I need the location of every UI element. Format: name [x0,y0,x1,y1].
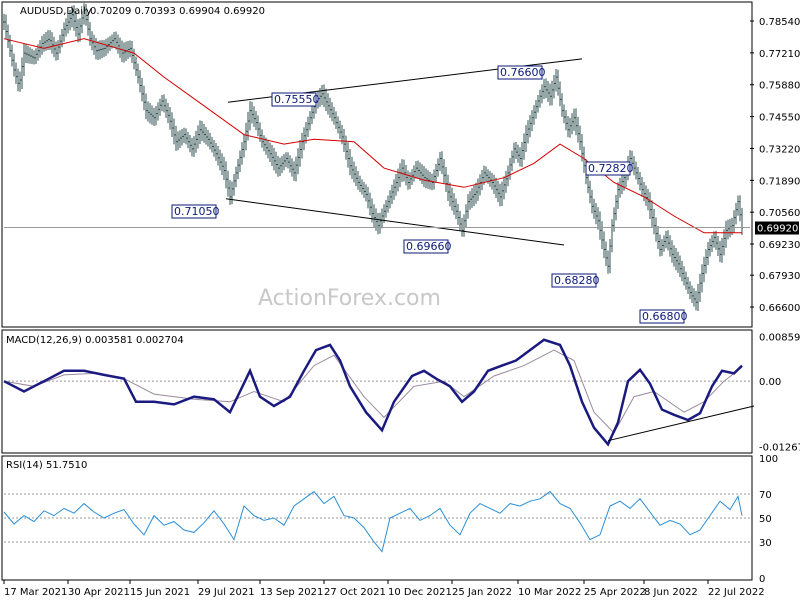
annotation-box [497,65,543,80]
rsi-line [3,490,743,553]
annotation-box [403,239,449,254]
x-tick-label: 15 Jun 2021 [130,587,190,598]
price-panel-frame [1,1,753,328]
x-tick-label: 29 Jul 2021 [198,587,255,598]
macd-panel-frame [1,329,753,454]
rsi-y-tick-label: 0 [759,574,765,585]
macd-signal-line [3,349,743,434]
watermark: ActionForex.com [258,286,441,311]
annotation-box [585,161,631,176]
x-tick-label: 13 Sep 2021 [260,587,323,598]
price-header-symbol: AUDUSD,Daily [20,6,92,17]
macd-y-tick-label: -0.01267 [759,443,800,454]
price-y-tick-label: 0.69230 [759,240,800,251]
current-price-label: 0.69920 [757,224,798,235]
x-tick-label: 22 Jul 2022 [708,587,765,598]
price-y-tick-label: 0.74550 [759,113,800,124]
rsi-y-tick-label: 100 [759,454,778,465]
price-y-tick-label: 0.77210 [759,49,800,60]
annotation-box [639,309,685,324]
x-tick-label: 25 Jan 2022 [452,587,512,598]
moving-average-line [3,38,742,234]
macd-trendline [607,405,755,442]
current-price-box [755,221,799,235]
annotation-box [171,204,217,219]
price-y-tick-label: 0.71890 [759,176,800,187]
price-y-tick-label: 0.70560 [759,208,800,219]
annotation-label: 0.72820 [588,162,634,175]
price-y-tick-label: 0.67930 [759,271,800,282]
annotation-label: 0.71050 [174,205,220,218]
x-tick-label: 25 Apr 2022 [584,587,646,598]
price-y-tick-label: 0.75880 [759,81,800,92]
macd-y-tick-label: 0.008596 [759,333,800,344]
x-tick-label: 30 Apr 2021 [68,587,130,598]
rsi-y-tick-label: 30 [759,538,772,549]
macd-line [3,338,743,447]
annotation-label: 0.76600 [500,66,546,79]
rsi-header: RSI(14) 51.7510 [6,460,87,471]
x-tick-label: 17 Mar 2021 [4,587,67,598]
annotation-label: 0.68280 [554,274,600,287]
price-header-values: 0.70209 0.70393 0.69904 0.69920 [90,6,265,17]
annotation-box [551,273,597,288]
annotation-box [271,92,317,107]
annotation-label: 0.66800 [642,310,688,323]
rsi-y-tick-label: 50 [759,514,772,525]
price-y-tick-label: 0.73220 [759,144,800,155]
macd-y-tick-label: 0.00 [759,377,781,388]
price-y-tick-label: 0.78540 [759,17,800,28]
rsi-panel-frame [1,455,753,581]
rsi-y-tick-label: 70 [759,490,772,501]
price-y-tick-label: 0.66600 [759,303,800,314]
x-tick-label: 10 Dec 2021 [388,587,452,598]
annotation-label: 0.69660 [406,240,452,253]
lower-channel-line [225,198,565,246]
x-tick-label: 8 Jun 2022 [644,587,698,598]
x-tick-label: 10 Mar 2022 [518,587,581,598]
annotation-label: 0.75550 [274,93,320,106]
x-tick-label: 27 Oct 2021 [324,587,386,598]
macd-header: MACD(12,26,9) 0.003581 0.002704 [6,335,184,346]
